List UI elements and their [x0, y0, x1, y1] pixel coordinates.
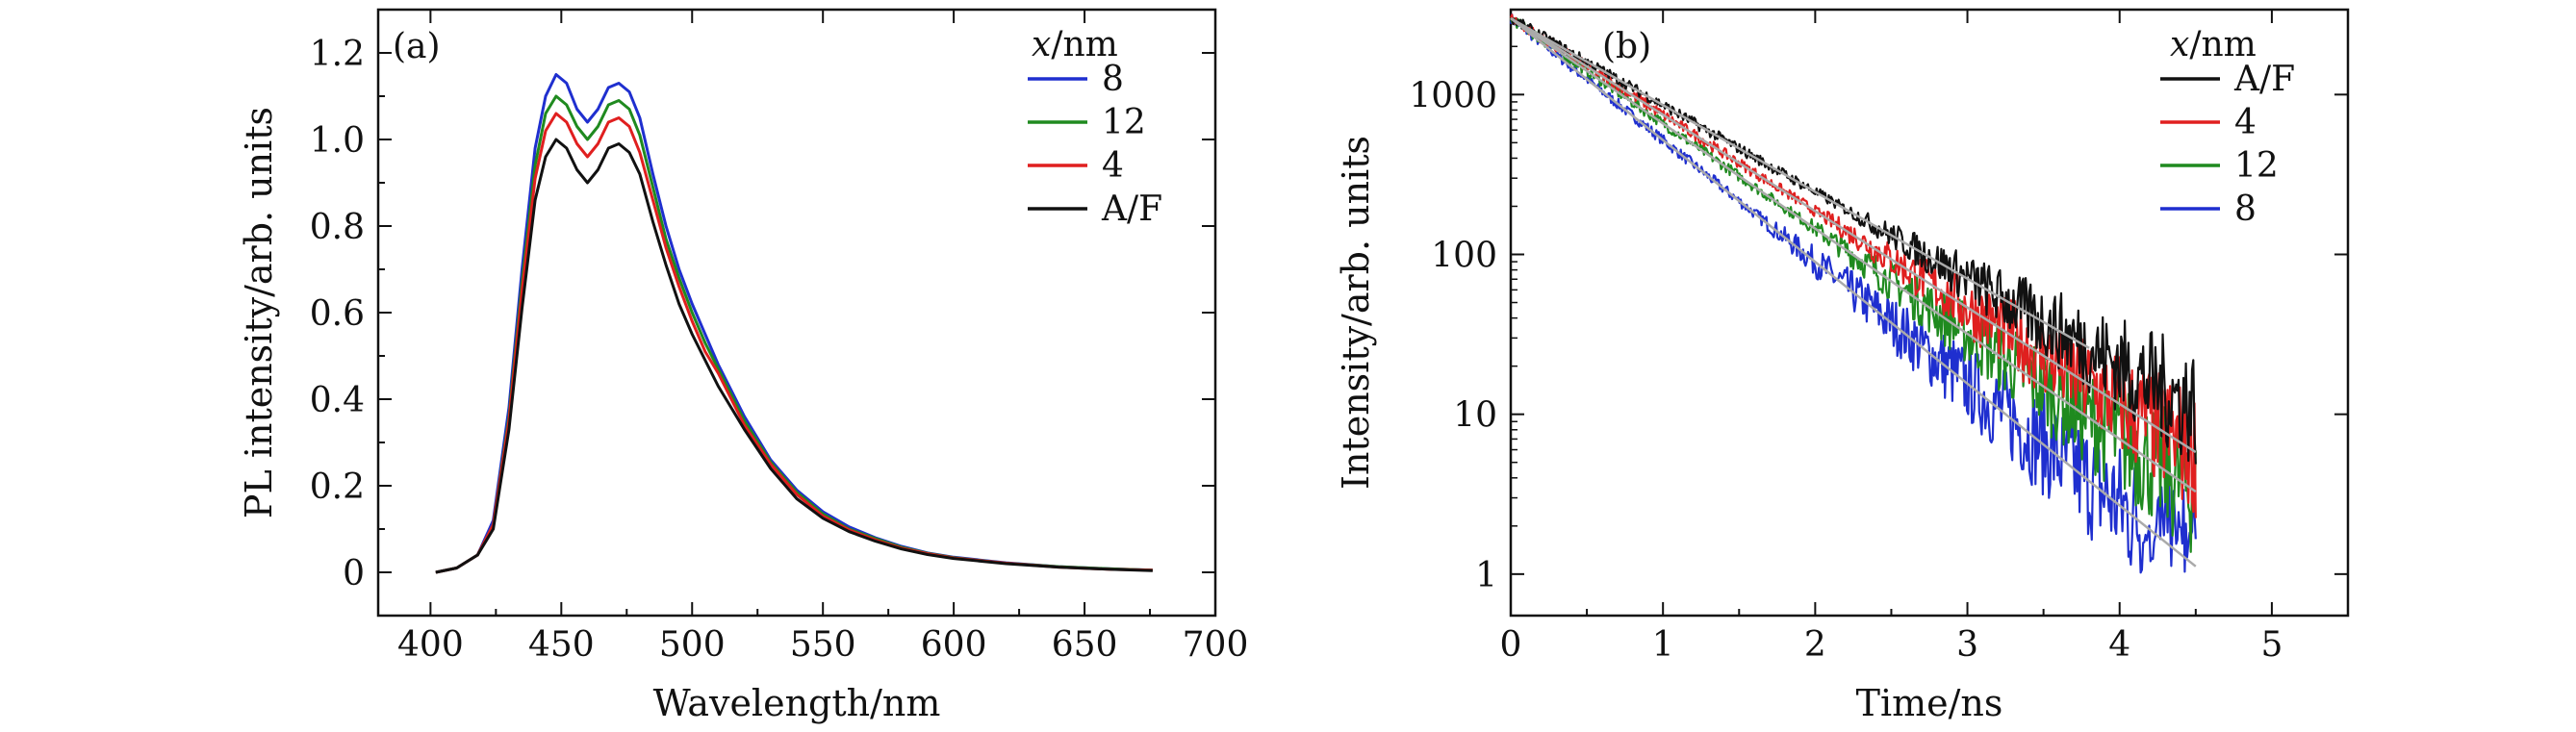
panel-b-ytick-label: 1000	[1409, 76, 1497, 115]
panel-a-ytick-label: 0.6	[310, 294, 365, 334]
panel-a-frame	[376, 8, 1217, 618]
panel-a-legend-label: 12	[1102, 103, 1146, 142]
panel-a-xtick-label: 550	[790, 625, 856, 665]
panel-b-xlabel: Time/ns	[1856, 682, 2003, 724]
panel-b-xtick-label: 0	[1500, 625, 1522, 665]
panel-b-ytick-label: 10	[1453, 396, 1497, 436]
panel-a-ytick-label: 0	[343, 554, 365, 593]
panel-a-ytick-label: 1.2	[310, 35, 365, 74]
panel-b-legend-title-unit: /nm	[2189, 25, 2256, 64]
panel-b-legend-title-var: x	[2170, 25, 2189, 64]
panel-b-xtick-label: 4	[2108, 625, 2130, 665]
panel-a-ytick-label: 1.0	[310, 121, 365, 161]
panel-a-series-line-AF	[435, 138, 1153, 574]
panel-b-fit-line-AF	[1510, 16, 2090, 349]
panel-b-series-line-AF	[1510, 16, 2197, 465]
panel-b-legend: x/nm A/F 4 128	[2160, 25, 2295, 229]
panel-b-xtick-label: 3	[1956, 625, 1978, 665]
panel-b-fit-line-4	[1510, 16, 2197, 454]
panel-a-legend-title: x/nm	[1032, 25, 1118, 64]
panel-b-frame	[1509, 8, 2350, 618]
panel-a-ytick-label: 0.8	[310, 208, 365, 247]
panel-a-legend-label: 4	[1102, 146, 1124, 186]
panel-a-ytick-label: 0.4	[310, 381, 365, 420]
panel-b-legend-label: 8	[2234, 189, 2257, 229]
panel-a-ytick-label: 0.2	[310, 467, 365, 507]
panel-a-xtick-label: 450	[528, 625, 595, 665]
panel-a-xtick-label: 500	[659, 625, 726, 665]
panel-b-ylabel: Intensity/arb. units	[1335, 136, 1377, 490]
panel-a-legend-label: 8	[1102, 60, 1124, 99]
panel-a-xtick-label: 650	[1052, 625, 1118, 665]
panel-a-ticks: 400 450 500 550 600 650 700 0 0.2 0.4 0.6 0.8 1.0 1.2	[310, 10, 1249, 665]
panel-a-ylabel: PL intensity/arb. units	[238, 107, 280, 518]
panel-a-xlabel: Wavelength/nm	[653, 682, 941, 724]
panel-b-fit-line-8	[1510, 17, 2197, 568]
panel-b-xtick-label: 5	[2260, 625, 2283, 665]
panel-b-legend-label: 12	[2234, 146, 2279, 186]
panel-b-fit-line-12	[1510, 17, 2197, 493]
panel-a-legend-label: A/F	[1101, 189, 1162, 229]
panel-b-xtick-label: 1	[1652, 625, 1674, 665]
panel-b-legend-title: x/nm	[2170, 25, 2257, 64]
panel-b-legend-label: 4	[2234, 103, 2257, 142]
panel-a-legend-title-var: x	[1032, 25, 1051, 64]
panel-b-ytick-label: 100	[1431, 236, 1497, 275]
panel-b-ytick-label: 1	[1475, 556, 1497, 595]
panel-a-legend: x/nm 8 12 4A/F	[1028, 25, 1162, 229]
panel-a-series-line-4	[435, 112, 1153, 574]
panel-b-tag: (b)	[1602, 27, 1651, 66]
panel-a-tag: (a)	[393, 27, 441, 66]
panel-b-series	[1509, 13, 2197, 574]
panel-a-xtick-label: 400	[397, 625, 464, 665]
panel-b-xtick-label: 2	[1804, 625, 1826, 665]
panel-a-xtick-label: 600	[921, 625, 987, 665]
panel-a-xtick-label: 700	[1183, 625, 1249, 665]
panel-a-series	[435, 73, 1153, 574]
panel-a-legend-title-unit: /nm	[1051, 25, 1117, 64]
panel-a: 400 450 500 550 600 650 700 0 0.2 0.4 0.6 0.8 1.0 1.2…	[238, 8, 1249, 724]
panel-b-legend-label: A/F	[2233, 60, 2295, 99]
